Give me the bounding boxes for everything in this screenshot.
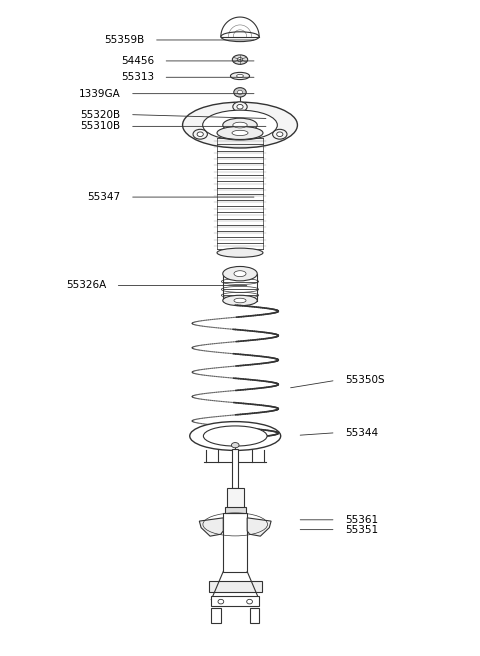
- Ellipse shape: [193, 129, 207, 139]
- Ellipse shape: [234, 298, 246, 303]
- Ellipse shape: [232, 55, 248, 64]
- Ellipse shape: [232, 131, 248, 136]
- Text: 55350S: 55350S: [345, 375, 385, 385]
- Bar: [223, 512, 247, 571]
- Ellipse shape: [197, 132, 204, 136]
- Polygon shape: [247, 518, 271, 536]
- Bar: [211, 608, 221, 623]
- Ellipse shape: [247, 600, 252, 604]
- Text: 55359B: 55359B: [104, 35, 144, 45]
- Text: 55351: 55351: [345, 525, 378, 535]
- Ellipse shape: [223, 118, 257, 132]
- Ellipse shape: [221, 31, 259, 41]
- Ellipse shape: [233, 102, 247, 112]
- Ellipse shape: [237, 74, 243, 77]
- Ellipse shape: [276, 132, 283, 136]
- Ellipse shape: [233, 122, 247, 128]
- Ellipse shape: [223, 295, 257, 306]
- Text: 55344: 55344: [345, 428, 378, 438]
- Ellipse shape: [223, 266, 257, 281]
- Ellipse shape: [204, 426, 267, 446]
- Ellipse shape: [234, 88, 246, 97]
- Ellipse shape: [218, 600, 224, 604]
- Text: 55310B: 55310B: [80, 121, 120, 131]
- Bar: [227, 488, 244, 508]
- Text: 54456: 54456: [121, 56, 154, 66]
- Polygon shape: [199, 518, 223, 536]
- Ellipse shape: [203, 110, 277, 140]
- Text: 55326A: 55326A: [66, 281, 106, 291]
- Text: 55361: 55361: [345, 515, 378, 525]
- Ellipse shape: [190, 422, 281, 451]
- Bar: [225, 507, 246, 512]
- Ellipse shape: [230, 72, 250, 79]
- Ellipse shape: [234, 271, 246, 277]
- Text: 55347: 55347: [87, 192, 120, 202]
- Bar: [232, 449, 238, 488]
- Bar: [250, 608, 259, 623]
- Text: 55320B: 55320B: [80, 110, 120, 119]
- Ellipse shape: [237, 104, 243, 109]
- Ellipse shape: [182, 102, 298, 148]
- Text: 55313: 55313: [121, 72, 154, 82]
- Ellipse shape: [217, 248, 263, 257]
- Ellipse shape: [273, 129, 287, 139]
- Bar: [209, 581, 262, 592]
- Ellipse shape: [238, 91, 242, 94]
- Bar: [211, 596, 259, 606]
- Ellipse shape: [237, 58, 243, 62]
- Ellipse shape: [231, 443, 239, 448]
- Text: 1339GA: 1339GA: [79, 89, 120, 98]
- Ellipse shape: [217, 127, 263, 140]
